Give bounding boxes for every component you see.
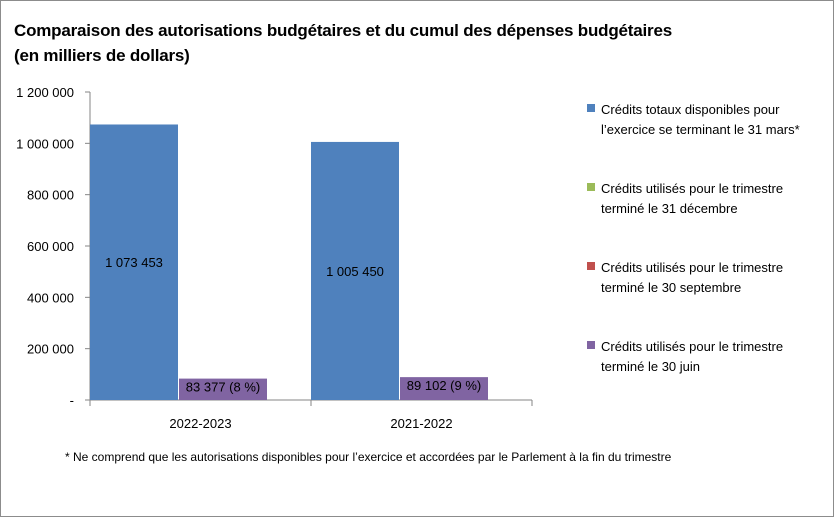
x-tick-label: 2021-2022 [390,416,452,431]
bar-total-credits [311,141,399,400]
legend-label-q1-june: Crédits utilisés pour le trimestre termi… [601,339,784,374]
data-label-q1-june: 83 377 (8 %) [186,380,260,395]
y-tick-label: 200 000 [27,342,74,357]
chart-title-line-1: Comparaison des autorisations budgétaire… [14,21,672,40]
y-tick-label: 1 000 000 [16,136,74,151]
data-label-total-credits: 1 073 453 [105,255,163,270]
data-label-q1-june: 89 102 (9 %) [407,378,481,393]
chart-footnote: * Ne comprend que les autorisations disp… [65,450,672,464]
y-tick-label: 800 000 [27,188,74,203]
y-tick-label: - [70,393,74,408]
y-tick-label: 1 200 000 [16,85,74,100]
data-label-total-credits: 1 005 450 [326,264,384,279]
legend-swatch-total-credits [587,104,595,112]
legend-swatch-q2-september [587,262,595,270]
y-tick-label: 600 000 [27,239,74,254]
legend-label-q2-september: Crédits utilisés pour le trimestre termi… [601,260,784,295]
bar-total-credits [90,124,178,400]
bar-q1-june [179,378,267,400]
legend-swatch-q1-june [587,341,595,349]
bar-q1-june [400,377,488,400]
legend-swatch-q3-december [587,183,595,191]
legend-label-total-credits: Crédits totaux disponibles pour l’exerci… [601,102,800,137]
x-tick-label: 2022-2023 [169,416,231,431]
y-tick-label: 400 000 [27,290,74,305]
legend-label-q3-december: Crédits utilisés pour le trimestre termi… [601,181,784,216]
chart-title-line-2: (en milliers de dollars) [14,46,190,65]
